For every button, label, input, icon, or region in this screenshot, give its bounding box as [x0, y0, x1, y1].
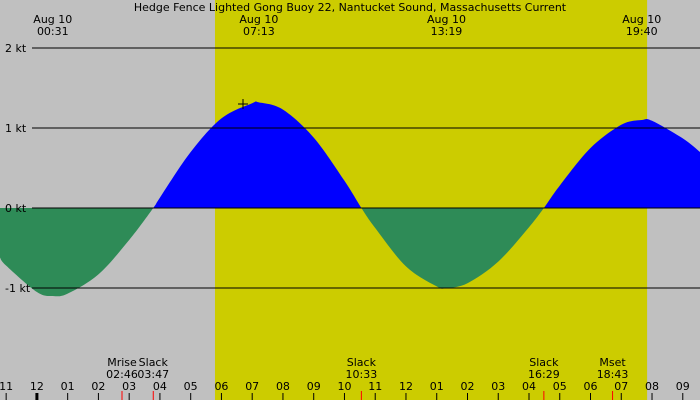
- x-tick-label: 05: [553, 380, 567, 393]
- x-tick-label: 02: [91, 380, 105, 393]
- x-tick-label: 09: [307, 380, 321, 393]
- x-tick-label: 04: [522, 380, 536, 393]
- x-tick-label: 09: [676, 380, 690, 393]
- extreme-date: Aug 10: [239, 13, 278, 26]
- event-time: 03:47: [137, 368, 169, 381]
- x-tick-label: 06: [214, 380, 228, 393]
- x-tick-label: 05: [184, 380, 198, 393]
- extreme-time: 13:19: [431, 25, 463, 38]
- event-label: Mset: [599, 356, 626, 369]
- event-time: 18:43: [597, 368, 629, 381]
- event-time: 16:29: [528, 368, 560, 381]
- x-tick-label: 12: [399, 380, 413, 393]
- event-time: 02:46: [106, 368, 138, 381]
- y-tick-label: -1 kt: [5, 282, 31, 295]
- x-tick-label: 08: [276, 380, 290, 393]
- event-label: Slack: [347, 356, 377, 369]
- x-tick-label: 06: [584, 380, 598, 393]
- x-tick-label: 11: [368, 380, 382, 393]
- extreme-time: 00:31: [37, 25, 69, 38]
- x-tick-label: 11: [0, 380, 13, 393]
- chart-title: Hedge Fence Lighted Gong Buoy 22, Nantuc…: [134, 1, 567, 14]
- ebb-area: [0, 208, 700, 297]
- event-label: Slack: [529, 356, 559, 369]
- extreme-date: Aug 10: [427, 13, 466, 26]
- event-label: Mrise: [107, 356, 137, 369]
- y-tick-label: 2 kt: [5, 42, 27, 55]
- x-tick-label: 03: [122, 380, 136, 393]
- x-tick-label: 01: [61, 380, 75, 393]
- extreme-date: Aug 10: [33, 13, 72, 26]
- x-tick-label: 03: [491, 380, 505, 393]
- extreme-time: 07:13: [243, 25, 275, 38]
- event-time: 10:33: [346, 368, 378, 381]
- x-tick-label: 07: [614, 380, 628, 393]
- x-tick-label: 02: [460, 380, 474, 393]
- extreme-date: Aug 10: [622, 13, 661, 26]
- x-tick-label: 12: [30, 380, 44, 393]
- x-tick-label: 07: [245, 380, 259, 393]
- event-label: Slack: [139, 356, 169, 369]
- extreme-time: 19:40: [626, 25, 658, 38]
- x-tick-label: 08: [645, 380, 659, 393]
- y-tick-label: 1 kt: [5, 122, 27, 135]
- x-tick-label: 04: [153, 380, 167, 393]
- y-tick-label: 0 kt: [5, 202, 27, 215]
- x-tick-label: 10: [337, 380, 351, 393]
- flood-area: [0, 101, 700, 208]
- x-tick-label: 01: [430, 380, 444, 393]
